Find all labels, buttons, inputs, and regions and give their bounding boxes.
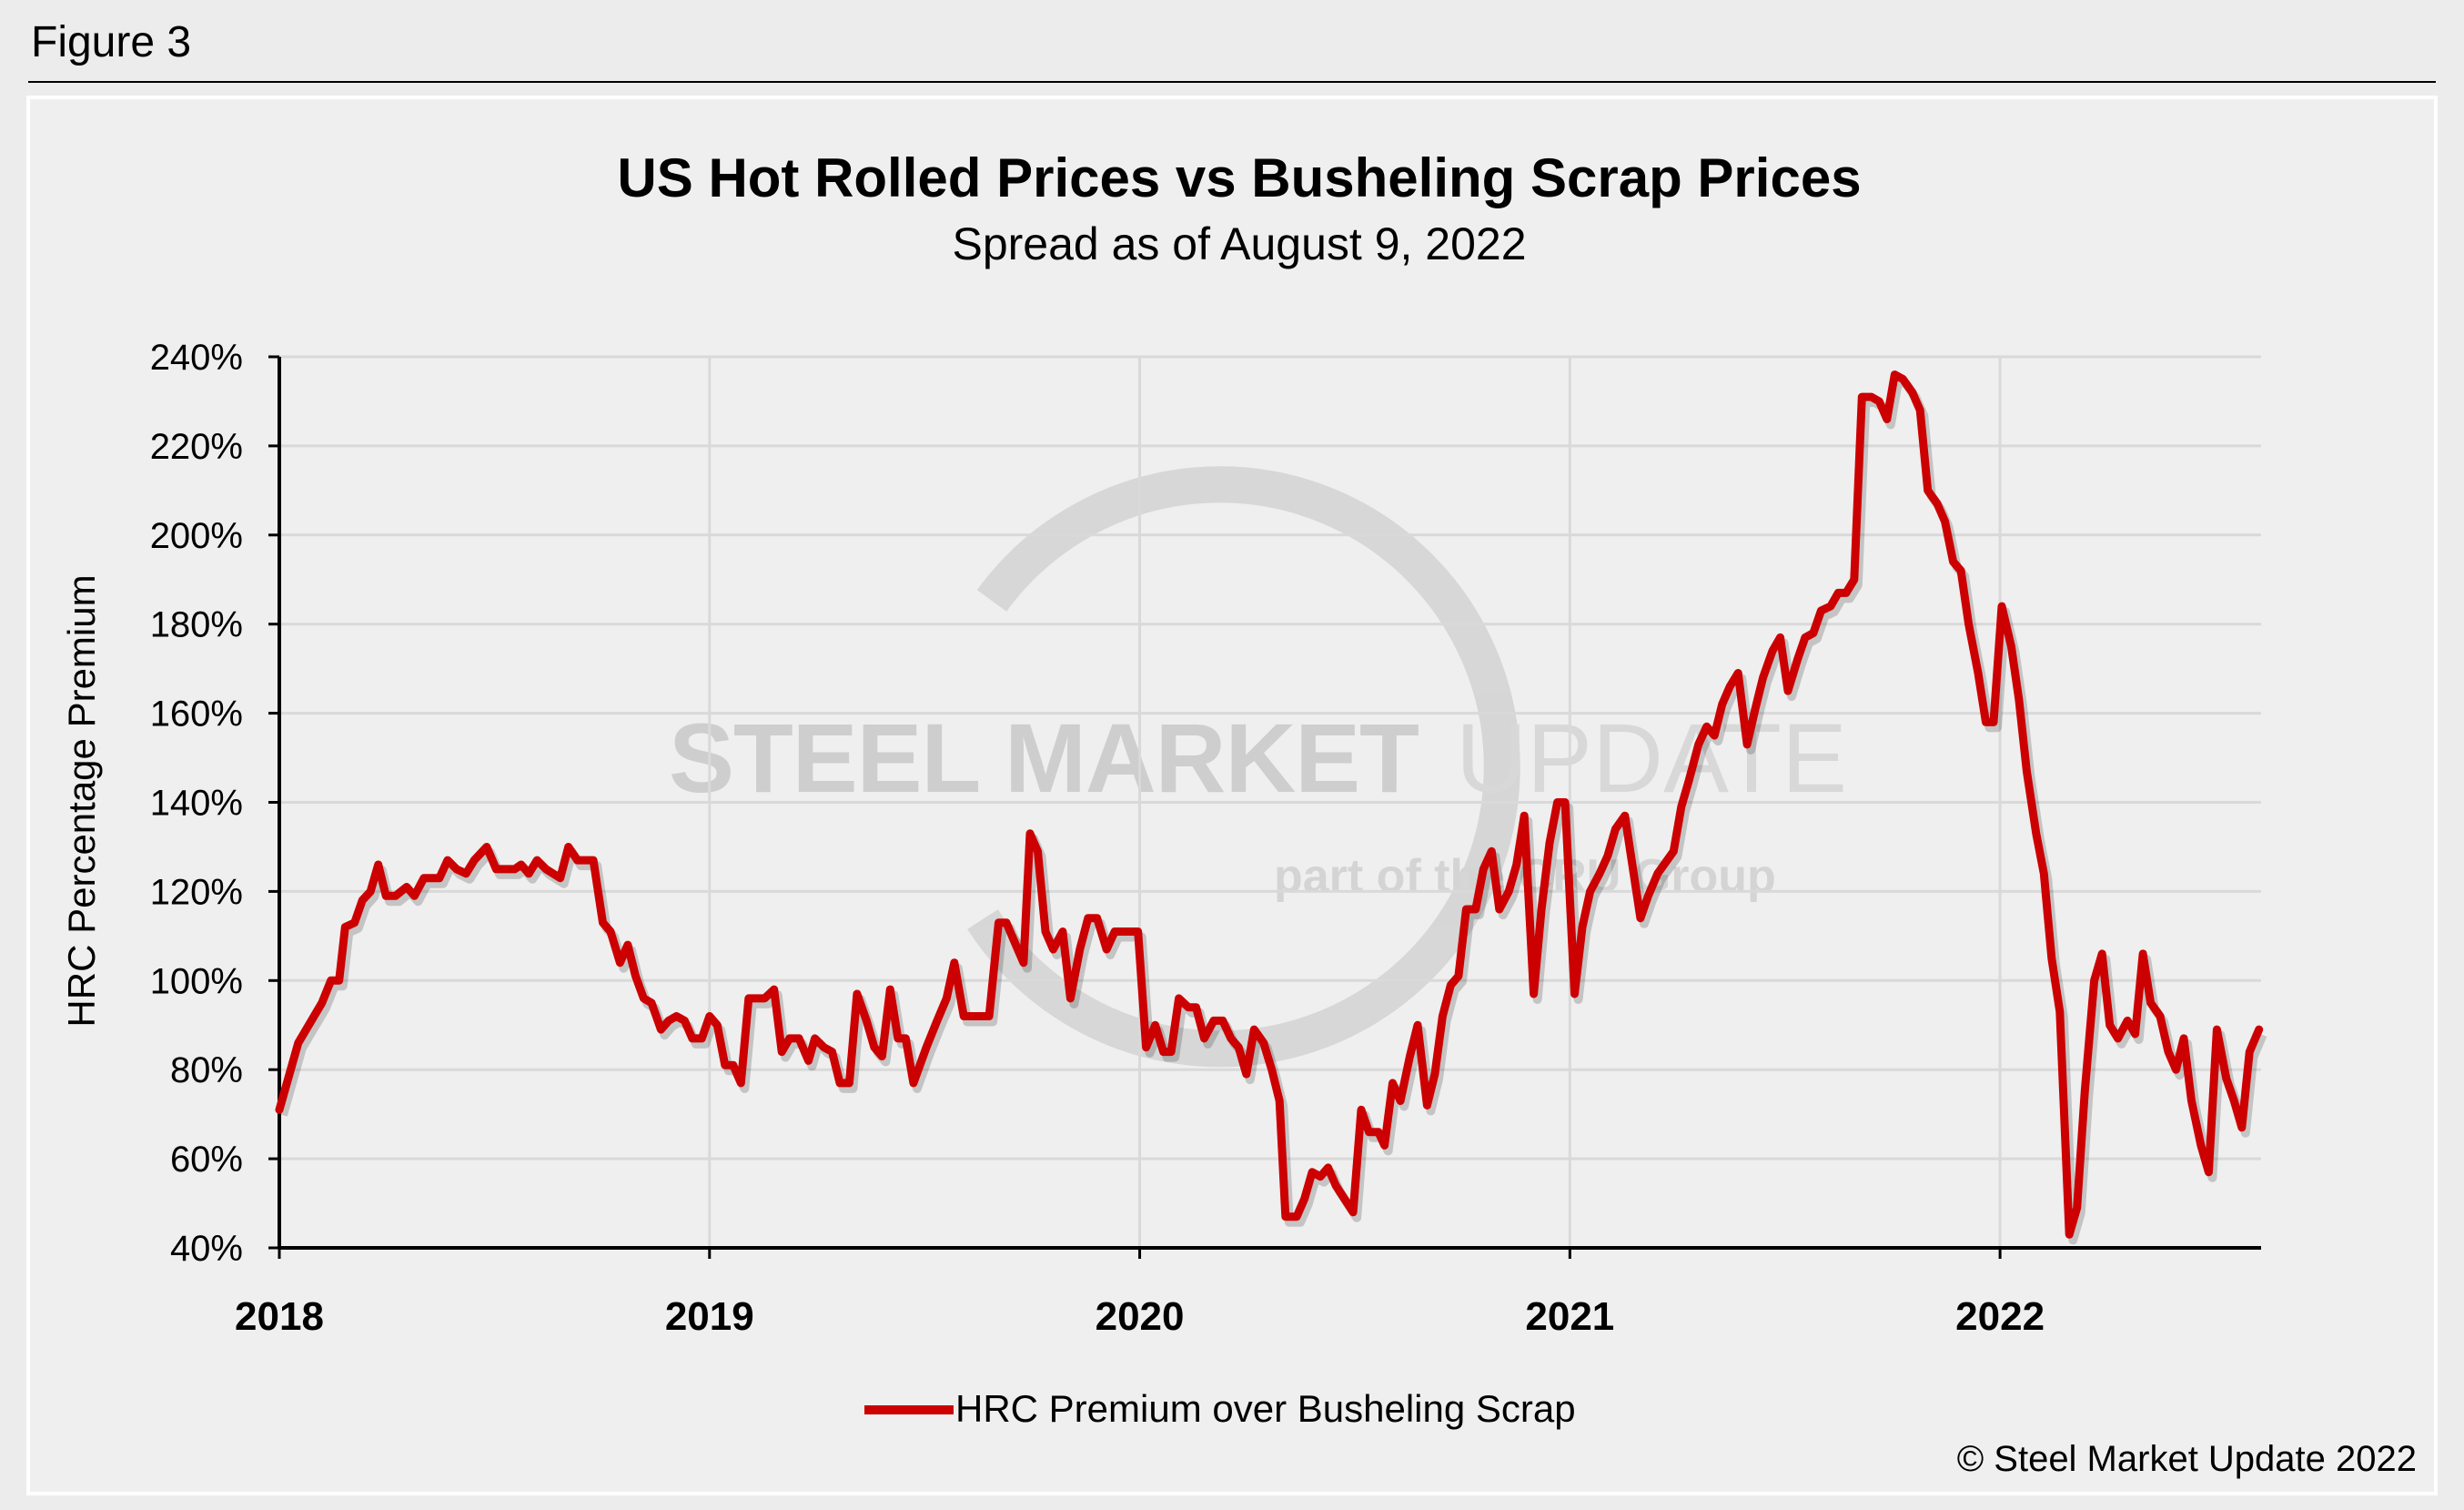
x-tick-label: 2019 bbox=[665, 1294, 754, 1339]
y-tick-label: 160% bbox=[150, 694, 243, 735]
y-tick-label: 40% bbox=[170, 1229, 243, 1269]
x-tick-label: 2020 bbox=[1096, 1294, 1185, 1339]
y-axis-label: HRC Percentage Premium bbox=[60, 574, 103, 1027]
x-axis: 2018 2019 2020 2021 2022 bbox=[235, 1246, 2261, 1339]
figure-label: Figure 3 bbox=[31, 18, 191, 66]
legend-label: HRC Premium over Busheling Scrap bbox=[955, 1387, 1576, 1430]
series-layer bbox=[275, 370, 2267, 1245]
y-tick-label: 180% bbox=[150, 605, 243, 645]
y-tick-label: 220% bbox=[150, 427, 243, 467]
y-axis: 40% 60% 80% 100% 120% 140% 160% 180% 200% 220% 240… bbox=[150, 338, 281, 1269]
y-tick-label: 60% bbox=[170, 1140, 243, 1180]
watermark-text-light: UPDATE bbox=[1456, 703, 1847, 813]
chart-title: US Hot Rolled Prices vs Busheling Scrap … bbox=[617, 147, 1861, 208]
x-tick-label: 2021 bbox=[1525, 1294, 1614, 1339]
copyright: © Steel Market Update 2022 bbox=[1957, 1439, 2417, 1479]
y-tick-label: 80% bbox=[170, 1050, 243, 1090]
x-tick-label: 2018 bbox=[235, 1294, 324, 1339]
watermark-text-bold: STEEL MARKET bbox=[669, 703, 1419, 813]
y-tick-label: 120% bbox=[150, 872, 243, 912]
series-line bbox=[275, 370, 2264, 1239]
x-tick-label: 2022 bbox=[1955, 1294, 2045, 1339]
legend: HRC Premium over Busheling Scrap bbox=[864, 1387, 1576, 1430]
y-tick-label: 100% bbox=[150, 961, 243, 1001]
chart-subtitle: Spread as of August 9, 2022 bbox=[952, 218, 1526, 269]
gridlines bbox=[279, 355, 2261, 1248]
y-tick-label: 240% bbox=[150, 338, 243, 378]
y-tick-label: 200% bbox=[150, 516, 243, 556]
y-tick-label: 140% bbox=[150, 784, 243, 824]
